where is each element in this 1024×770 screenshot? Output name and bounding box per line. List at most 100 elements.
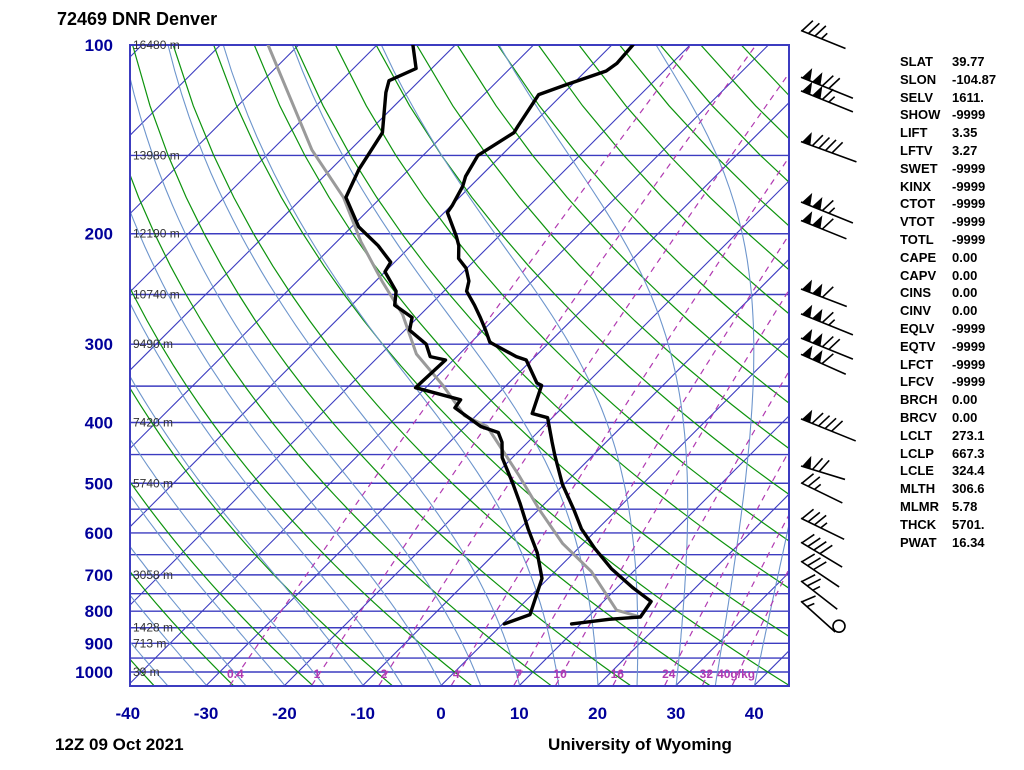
wind-barb-icon — [800, 595, 836, 633]
index-row: MLMR 5.78 — [900, 498, 1022, 516]
index-value: 0.00 — [952, 303, 978, 319]
index-value: 0.00 — [952, 285, 978, 301]
index-row: EQLV -9999 — [900, 320, 1022, 338]
mixing-ratio-label: 40g/kg — [717, 667, 755, 681]
index-name: VTOT — [900, 214, 935, 230]
index-name: CINS — [900, 285, 932, 301]
wind-barb-icon — [800, 81, 854, 113]
wind-barb-icon — [800, 533, 843, 568]
indices-panel: SLAT 39.77 SLON -104.87 SELV 1611. SHOW -9999 LI… — [900, 53, 1022, 551]
index-name: LFTV — [900, 142, 933, 158]
index-row: CINS 0.00 — [900, 284, 1022, 302]
temperature-tick-label: -20 — [272, 704, 297, 723]
index-row: PWAT 16.34 — [900, 534, 1022, 552]
profile-curves — [266, 45, 653, 626]
index-row: TOTL -9999 — [900, 231, 1022, 249]
index-value: 5.78 — [952, 498, 978, 514]
index-value: 0.00 — [952, 267, 978, 283]
parcel-profile — [266, 45, 642, 619]
index-value: 306.6 — [952, 481, 985, 497]
credit-label: University of Wyoming — [548, 735, 732, 754]
wind-barb-icon — [800, 20, 846, 50]
index-value: 273.1 — [952, 427, 985, 443]
mixing-ratio-label: 16 — [611, 667, 625, 681]
index-value: -9999 — [952, 338, 986, 354]
pressure-tick-label: 200 — [85, 225, 113, 244]
wind-barb-icon — [800, 132, 857, 163]
pressure-tick-label: 700 — [85, 566, 113, 585]
index-row: CINV 0.00 — [900, 302, 1022, 320]
temperature-profile — [445, 45, 653, 626]
index-name: SELV — [900, 89, 933, 105]
height-label: 1428 m — [133, 621, 173, 635]
index-value: -9999 — [952, 214, 986, 230]
wind-barb-icon — [800, 192, 854, 224]
index-value: 39.77 — [952, 54, 985, 69]
index-row: LFCV -9999 — [900, 373, 1022, 391]
index-value: 0.00 — [952, 409, 978, 425]
height-label: 12190 m — [133, 227, 180, 241]
index-row: SWET -9999 — [900, 160, 1022, 178]
wind-barb-icon — [800, 409, 857, 442]
index-name: LFCT — [900, 356, 934, 372]
height-labels: 16480 m 13980 m 12190 m 10740 m 9490 m 7420 m… — [133, 38, 180, 679]
pressure-tick-label: 600 — [85, 524, 113, 543]
temperature-tick-label: 40 — [745, 704, 764, 723]
temperature-tick-label: -30 — [194, 704, 219, 723]
wind-barb-icon — [800, 508, 845, 541]
index-name: THCK — [900, 516, 937, 532]
pressure-axis-labels: 100 200 300 400 500 600 700 800 900 1000 — [75, 36, 113, 682]
wind-barb-icon — [800, 345, 847, 375]
index-name: MLTH — [900, 481, 936, 497]
height-label: 13980 m — [133, 148, 180, 162]
wind-barb-column — [800, 20, 857, 633]
height-label: 7420 m — [133, 415, 173, 429]
index-value: -9999 — [952, 231, 986, 247]
index-name: LIFT — [900, 125, 928, 141]
height-label: 5740 m — [133, 476, 173, 490]
mixing-ratio-lines — [229, 45, 789, 686]
index-row: MLTH 306.6 — [900, 480, 1022, 498]
height-label: 39 m — [133, 665, 160, 679]
index-row: CAPV 0.00 — [900, 267, 1022, 285]
wind-barb-icon — [800, 553, 840, 588]
pressure-tick-label: 500 — [85, 474, 113, 493]
isobar-grid — [130, 45, 789, 673]
index-name: LCLT — [900, 427, 933, 443]
index-row: VTOT -9999 — [900, 213, 1022, 231]
sounding-datetime: 12Z 09 Oct 2021 — [55, 735, 184, 754]
moist-adiabats — [130, 45, 789, 686]
temperature-tick-label: 0 — [436, 704, 445, 723]
page-title: 72469 DNR Denver — [57, 9, 218, 29]
index-name: EQTV — [900, 338, 936, 354]
index-name: MLMR — [900, 498, 939, 514]
index-row: LCLP 667.3 — [900, 445, 1022, 463]
mixing-ratio-label: 4 — [453, 667, 460, 681]
index-value: 0.00 — [952, 392, 978, 408]
wind-barb-icon — [800, 455, 846, 481]
index-name: CAPE — [900, 249, 937, 265]
height-label: 10740 m — [133, 288, 180, 302]
wind-barb-icon — [800, 211, 847, 240]
index-value: 3.27 — [952, 142, 978, 158]
temperature-tick-label: -40 — [116, 704, 141, 723]
index-name: SWET — [900, 160, 938, 176]
index-name: EQLV — [900, 320, 935, 336]
index-name: PWAT — [900, 534, 937, 550]
index-name: CINV — [900, 303, 932, 319]
index-value: -104.87 — [952, 71, 997, 87]
pressure-tick-label: 100 — [85, 36, 113, 55]
index-row: SELV 1611. — [900, 89, 1022, 107]
index-row: KINX -9999 — [900, 178, 1022, 196]
index-row: BRCH 0.00 — [900, 391, 1022, 409]
isotherm-grid — [130, 45, 789, 686]
index-name: SHOW — [900, 107, 941, 123]
index-name: TOTL — [900, 231, 934, 247]
index-row: LCLT 273.1 — [900, 427, 1022, 445]
index-row: SLAT 39.77 — [900, 53, 1022, 71]
index-row: LCLE 324.4 — [900, 462, 1022, 480]
index-row: LFTV 3.27 — [900, 142, 1022, 160]
temperature-tick-label: 20 — [588, 704, 607, 723]
mixing-ratio-label: 32 — [700, 667, 714, 681]
pressure-tick-label: 800 — [85, 602, 113, 621]
